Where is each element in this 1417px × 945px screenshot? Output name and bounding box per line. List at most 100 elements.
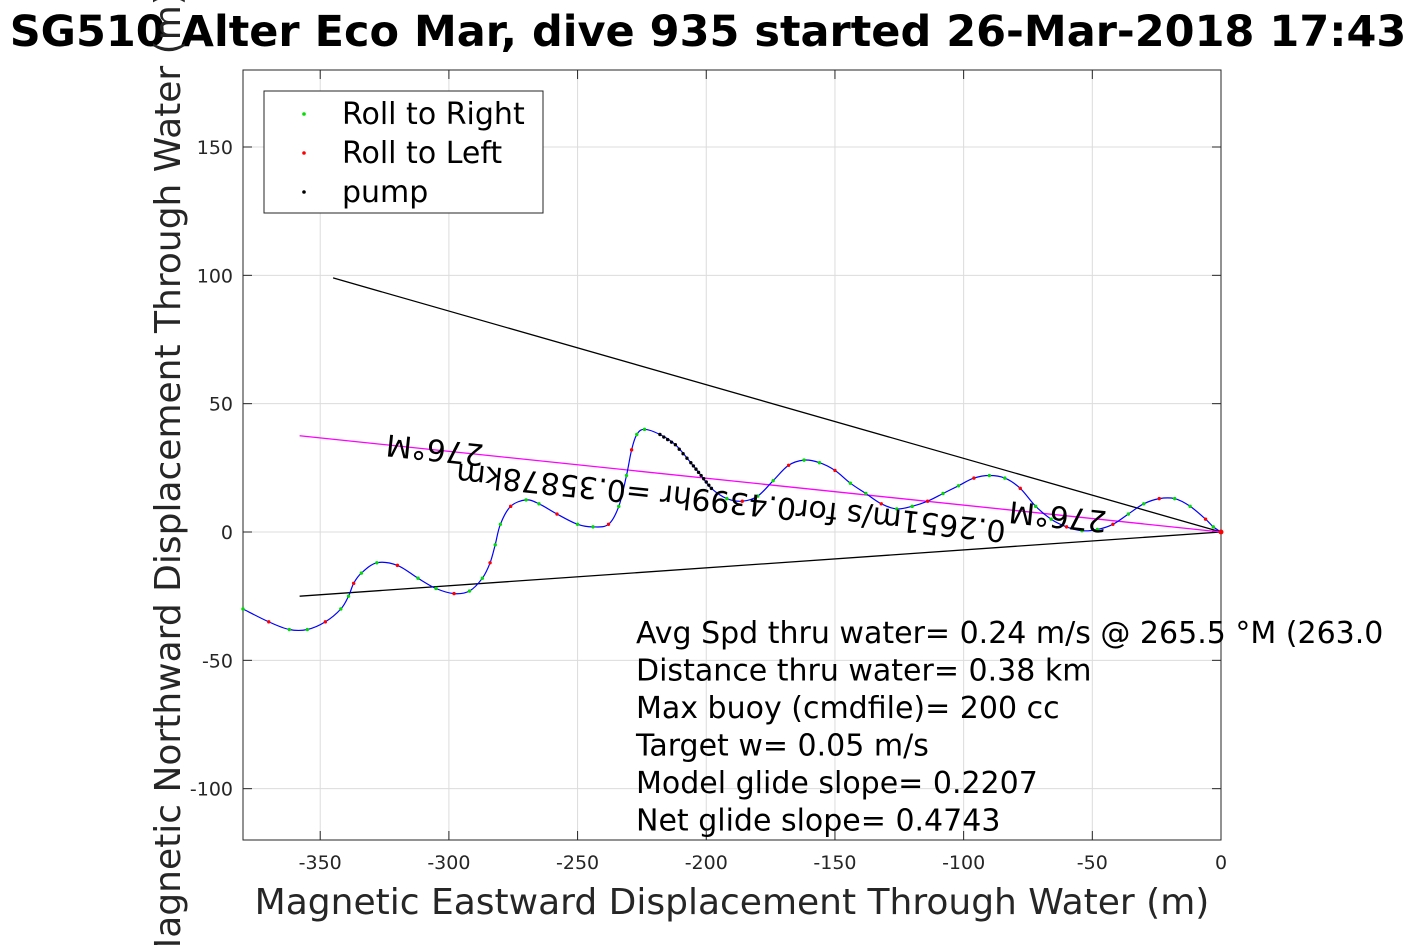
track-marker [786, 463, 791, 467]
legend-box [263, 90, 544, 214]
track-marker [1172, 496, 1177, 501]
x-tick-label: -150 [813, 852, 856, 874]
track-marker [508, 504, 513, 509]
origin-marker [1218, 529, 1224, 535]
stat-line-5: Net glide slope= 0.4743 [636, 804, 1000, 839]
track-marker [416, 576, 420, 580]
track-marker [606, 522, 611, 526]
y-tick-label: 50 [209, 394, 233, 416]
track-marker [1033, 504, 1038, 509]
track-marker [725, 496, 729, 501]
track-marker [575, 522, 580, 526]
legend-marker-2 [302, 190, 306, 194]
chart-title: SG510 Alter Eco Mar, dive 935 started 26… [10, 7, 1407, 57]
pump-marker [696, 470, 701, 475]
track-marker [498, 522, 503, 526]
track-marker [488, 561, 492, 565]
x-axis-label: Magnetic Eastward Displacement Through W… [255, 882, 1210, 923]
x-tick-label: -300 [427, 852, 470, 874]
stat-line-1: Distance thru water= 0.38 km [636, 654, 1091, 689]
track-marker [591, 525, 595, 529]
track-marker [1018, 486, 1022, 491]
track-marker [1211, 525, 1215, 529]
track-marker [1142, 502, 1146, 506]
pump-marker [681, 452, 685, 456]
track-marker [864, 491, 868, 496]
track-marker [635, 432, 639, 437]
y-tick-label: -100 [190, 779, 233, 801]
track-marker [434, 586, 438, 591]
legend-label-2: pump [342, 175, 428, 210]
track-marker [1049, 517, 1053, 521]
pump-marker [694, 467, 698, 471]
x-tick-label: -250 [556, 852, 599, 874]
track-marker [359, 571, 364, 575]
track-marker [524, 498, 528, 502]
track-marker [848, 481, 853, 485]
y-axis-label: Magnetic Northward Displacement Through … [148, 0, 189, 945]
legend: Roll to Right Roll to Left pump [263, 90, 544, 214]
axis-ticks: -350 -300 -250 -200 -150 -100 -50 0 -100 -50 0 50 10… [190, 70, 1227, 874]
pump-marker [665, 437, 670, 442]
heading-lines [299, 277, 1222, 597]
y-tick-label: 150 [197, 137, 233, 159]
track-marker [673, 443, 678, 447]
track-marker [375, 561, 379, 565]
track-marker [351, 581, 356, 586]
stat-line-3: Target w= 0.05 m/s [635, 729, 929, 764]
track-marker [1080, 529, 1084, 533]
legend-label-0: Roll to Right [342, 97, 525, 132]
pump-marker [677, 447, 681, 451]
track-marker [910, 504, 914, 509]
track-marker [1111, 522, 1115, 526]
track-marker [972, 476, 976, 480]
track-marker [241, 607, 245, 611]
track-markers [241, 427, 1224, 632]
pump-marker [669, 440, 674, 444]
track-marker [771, 478, 775, 483]
plot-frame [242, 69, 1222, 841]
track-marker [1203, 517, 1208, 521]
track-marker [699, 473, 703, 478]
stat-line-2: Max buoy (cmdfile)= 200 cc [636, 691, 1060, 726]
x-tick-label: -50 [1077, 852, 1108, 874]
track-marker [629, 448, 634, 452]
heading-line-2 [299, 435, 1222, 533]
legend-label-1: Roll to Left [342, 136, 502, 171]
track-marker [287, 627, 292, 632]
x-tick-label: -200 [685, 852, 728, 874]
track-marker [802, 458, 806, 462]
track-marker [756, 494, 760, 498]
pump-marker [691, 464, 696, 468]
stat-line-4: Model glide slope= 0.2207 [636, 766, 1038, 801]
track-marker [941, 491, 945, 496]
track-marker [537, 502, 541, 506]
y-tick-label: -50 [202, 650, 233, 672]
track-marker [1157, 496, 1161, 501]
legend-marker-0 [302, 112, 306, 116]
track-marker [1188, 504, 1192, 509]
track-marker [833, 468, 837, 473]
track-marker [925, 499, 930, 503]
stats-block: Avg Spd thru water= 0.24 m/s @ 265.5 °M … [635, 616, 1383, 839]
track-marker [642, 427, 647, 432]
track-marker [267, 620, 271, 624]
track-marker [346, 594, 351, 598]
track-marker [1064, 525, 1069, 529]
x-tick-label: -100 [942, 852, 985, 874]
track-marker [452, 591, 456, 596]
track-marker [987, 473, 992, 478]
track-marker [1003, 476, 1007, 480]
legend-marker-1 [302, 151, 306, 155]
track-marker [1126, 512, 1131, 516]
track-marker [323, 620, 328, 624]
track-marker [879, 502, 883, 506]
pump-marker [701, 477, 706, 481]
track-marker [617, 504, 621, 509]
track-marker [658, 432, 662, 437]
x-tick-label: -350 [299, 852, 342, 874]
track-marker [493, 543, 497, 547]
track-marker [1095, 527, 1100, 532]
